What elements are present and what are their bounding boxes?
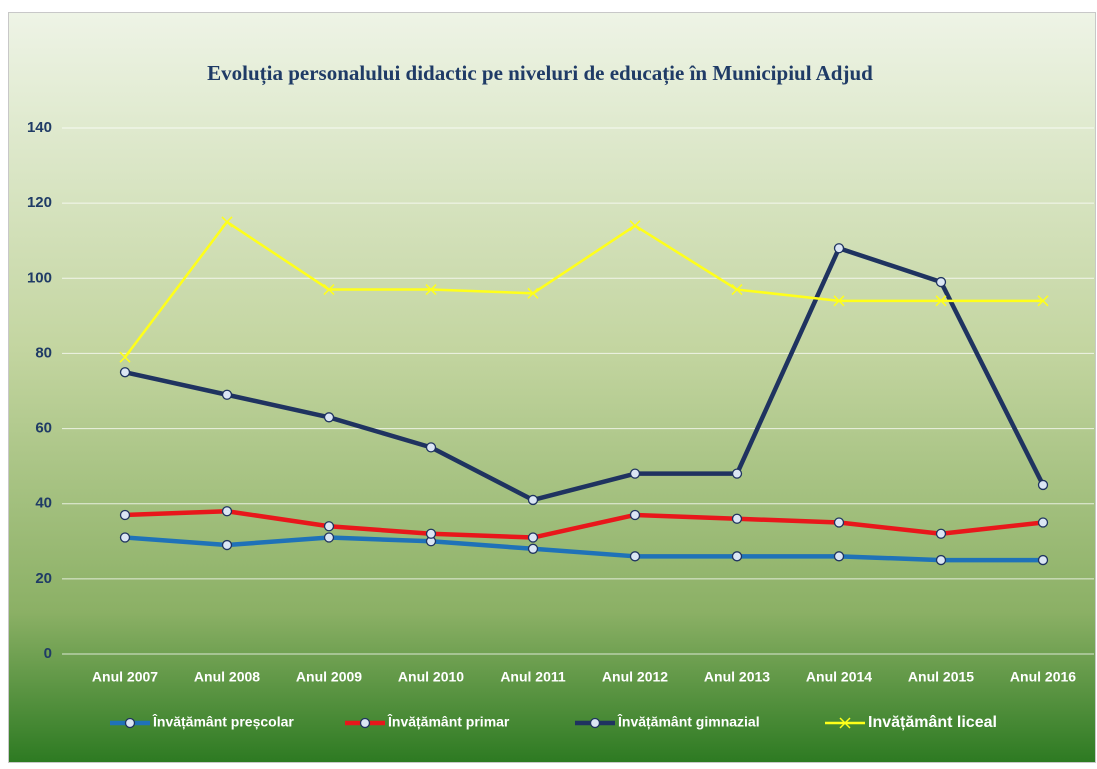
y-tick-label: 140 — [27, 119, 52, 136]
legend-marker — [359, 717, 371, 729]
data-point — [935, 276, 947, 288]
data-point — [833, 295, 845, 307]
data-point — [731, 284, 743, 296]
data-point — [1037, 554, 1049, 566]
data-point — [1037, 479, 1049, 491]
data-point — [833, 243, 845, 254]
x-tick-label: Anul 2013 — [704, 669, 770, 685]
x-tick-label: Anul 2007 — [92, 669, 158, 685]
chart-background — [8, 12, 1096, 763]
data-point — [221, 539, 233, 551]
y-tick-label: 0 — [44, 645, 52, 662]
x-tick-label: Anul 2010 — [398, 669, 464, 685]
data-point — [1037, 295, 1049, 307]
data-point — [629, 551, 641, 562]
data-point — [527, 494, 539, 506]
data-point — [323, 284, 335, 296]
data-point — [119, 367, 131, 378]
y-tick-label: 20 — [35, 570, 52, 587]
data-point — [731, 513, 743, 524]
data-point — [629, 468, 641, 479]
legend-label: Invățământ liceal — [868, 714, 997, 731]
data-point — [323, 532, 335, 543]
data-point — [833, 551, 845, 562]
legend-label: Învățământ preșcolar — [152, 713, 294, 730]
y-tick-label: 80 — [35, 344, 52, 361]
data-point — [425, 528, 437, 539]
data-point — [731, 468, 743, 479]
data-point — [323, 521, 335, 532]
data-point — [119, 509, 131, 521]
data-point — [221, 389, 233, 400]
legend-marker — [589, 717, 601, 729]
data-point — [527, 543, 539, 554]
x-tick-label: Anul 2016 — [1010, 669, 1076, 685]
x-tick-label: Anul 2011 — [500, 669, 566, 685]
chart-title: Evoluția personalului didactic pe nivelu… — [207, 61, 873, 86]
y-tick-label: 120 — [27, 194, 52, 211]
data-point — [731, 551, 743, 562]
y-tick-label: 100 — [27, 269, 52, 286]
data-point — [935, 528, 947, 539]
series-line — [124, 220, 1043, 358]
data-point — [935, 295, 947, 307]
data-point — [935, 554, 947, 566]
data-point — [629, 220, 641, 232]
y-tick-label: 40 — [35, 495, 52, 512]
x-tick-label: Anul 2012 — [602, 669, 668, 685]
data-point — [119, 532, 131, 543]
legend-label: Învățământ primar — [387, 713, 510, 730]
data-point — [221, 506, 233, 517]
series-line — [124, 535, 1043, 563]
data-point — [833, 517, 845, 528]
y-tick-label: 60 — [35, 420, 52, 437]
data-point — [629, 509, 641, 521]
x-tick-label: Anul 2009 — [296, 669, 362, 685]
x-tick-label: Anul 2014 — [806, 669, 872, 685]
series-line — [124, 245, 1046, 503]
data-point — [1037, 517, 1049, 528]
data-point — [425, 284, 437, 296]
legend-marker — [839, 717, 851, 729]
data-point — [425, 442, 437, 453]
x-tick-label: Anul 2015 — [908, 669, 974, 685]
data-point — [527, 532, 539, 543]
legend-marker — [124, 717, 136, 729]
data-point — [221, 216, 233, 228]
legend-label: Învățământ gimnazial — [617, 713, 760, 730]
series-line — [124, 508, 1044, 540]
data-point — [527, 287, 539, 299]
data-point — [323, 412, 335, 423]
x-tick-label: Anul 2008 — [194, 669, 260, 685]
data-point — [119, 351, 131, 363]
